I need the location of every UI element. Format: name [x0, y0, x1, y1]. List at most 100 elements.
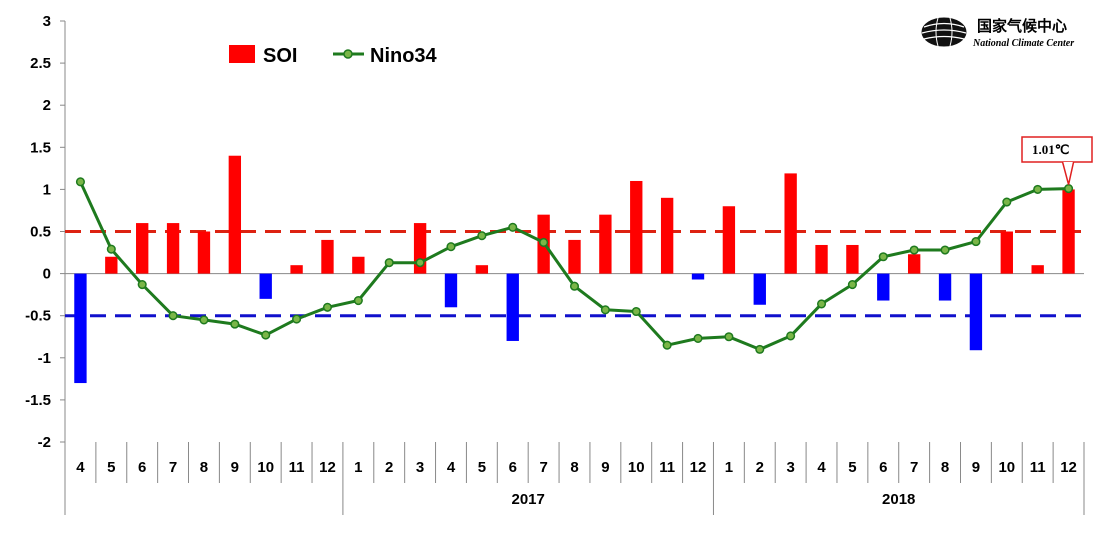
legend-soi-swatch — [229, 45, 255, 63]
nino34-line-group — [75, 177, 1074, 354]
nino34-point — [384, 258, 394, 268]
callout-text: 1.01℃ — [1032, 142, 1069, 157]
x-tick-label: 10 — [998, 459, 1015, 476]
nino34-point — [971, 237, 981, 247]
x-tick-label: 9 — [601, 459, 609, 476]
soi-bar — [969, 273, 983, 351]
soi-bar — [846, 244, 859, 274]
x-tick-label: 7 — [910, 459, 918, 476]
x-tick-label: 2 — [756, 459, 764, 476]
nino34-point — [569, 281, 580, 291]
soi-bar — [74, 273, 87, 384]
soi-bar — [290, 265, 303, 274]
x-tick-label: 9 — [972, 459, 980, 476]
nino34-point — [662, 340, 672, 350]
nino34-point — [847, 279, 857, 290]
legend-soi-label: SOI — [263, 45, 297, 67]
nino34-point — [137, 279, 147, 290]
x-tick-label: 5 — [848, 459, 856, 476]
x-tick-label: 3 — [416, 459, 424, 476]
x-tick-label: 5 — [478, 459, 486, 476]
nino34-point — [755, 344, 765, 354]
soi-bar — [1000, 231, 1013, 274]
soi-bar — [1031, 265, 1044, 274]
x-tick-label: 1 — [354, 459, 362, 476]
x-tick-label: 7 — [539, 459, 547, 476]
x-tick-label: 1 — [725, 459, 733, 476]
soi-bar — [907, 254, 921, 274]
x-tick-label: 4 — [447, 459, 456, 476]
soi-bar — [105, 256, 118, 274]
x-tick-label: 6 — [138, 459, 146, 476]
legend-nino34-marker — [343, 49, 353, 59]
logo-name-cn: 国家气候中心 — [977, 17, 1067, 35]
x-tick-label: 8 — [200, 459, 208, 476]
soi-bar — [753, 273, 766, 305]
soi-bar — [691, 273, 705, 280]
y-tick-label: -1.5 — [25, 392, 51, 409]
soi-bar — [877, 273, 890, 301]
nino34-point — [878, 252, 888, 262]
nino34-point — [539, 237, 549, 247]
soi-bar — [722, 206, 736, 274]
ncc-logo: 国家气候中心 National Climate Center — [920, 16, 1074, 49]
nino34-point — [415, 258, 425, 268]
soi-bar — [784, 173, 797, 274]
y-tick-label: -1 — [38, 350, 51, 367]
nino34-point — [261, 330, 271, 340]
soi-bar — [599, 214, 612, 274]
y-tick-label: 1 — [43, 181, 51, 198]
soi-bar — [938, 273, 952, 301]
y-tick-label: 2.5 — [30, 55, 51, 72]
soi-bar — [166, 223, 180, 274]
soi-bar — [660, 197, 674, 274]
x-tick-label: 10 — [257, 459, 274, 476]
x-tick-label: 12 — [1060, 459, 1077, 476]
nino34-point — [199, 315, 209, 325]
x-tick-label: 4 — [817, 459, 826, 476]
y-tick-label: -0.5 — [25, 308, 51, 325]
nino34-point — [909, 245, 919, 255]
year-label: 2017 — [511, 491, 544, 508]
nino34-point — [786, 331, 796, 341]
callout-pointer — [1061, 161, 1075, 185]
x-tick-label: 12 — [319, 459, 336, 476]
legend-nino34-label: Nino34 — [370, 45, 438, 67]
nino34-point — [1002, 197, 1012, 207]
nino34-point — [106, 244, 116, 254]
callout-box — [1021, 136, 1093, 163]
nino34-point — [230, 319, 240, 329]
nino34-point — [600, 305, 610, 315]
x-tick-label: 6 — [879, 459, 887, 476]
x-tick-label: 11 — [659, 459, 675, 476]
threshold-lines — [65, 230, 1084, 318]
x-tick-label: 11 — [289, 459, 305, 476]
year-label: 2018 — [882, 491, 915, 508]
y-tick-label: 3 — [43, 13, 51, 30]
nino34-point — [508, 222, 518, 232]
soi-bar — [630, 180, 643, 274]
nino34-point — [940, 245, 950, 255]
x-tick-label: 8 — [941, 459, 949, 476]
x-axis-table: 4 5 6 7 8 9 10 11 12 1 2 3 4 5 6 7 8 9 10 11 12 1 2 3 4 5 6 7 8 9 10 11… — [64, 442, 1085, 515]
nino34-point — [1064, 184, 1074, 194]
nino34-point — [292, 314, 302, 324]
nino34-point — [353, 295, 363, 306]
soi-bar — [197, 231, 211, 274]
nino34-point — [724, 332, 734, 342]
x-tick-label: 8 — [570, 459, 578, 476]
x-tick-label: 5 — [107, 459, 115, 476]
soi-bar — [259, 273, 272, 299]
nino34-point — [477, 231, 487, 241]
soi-bar — [815, 244, 828, 274]
y-tick-label: 2 — [43, 97, 51, 114]
x-tick-label: 11 — [1030, 459, 1046, 476]
nino34-point — [816, 299, 827, 309]
legend: SOI Nino34 — [229, 45, 438, 67]
logo-name-en: National Climate Center — [972, 38, 1074, 49]
x-tick-label: 4 — [76, 459, 85, 476]
soi-bar — [352, 256, 365, 274]
x-tick-label: 9 — [231, 459, 239, 476]
soi-bar — [1062, 189, 1075, 274]
